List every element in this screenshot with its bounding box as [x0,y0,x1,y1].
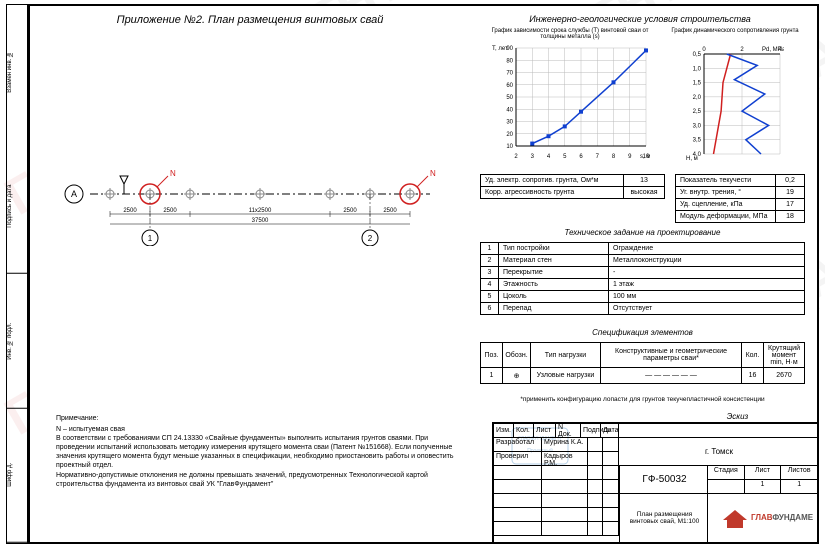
svg-text:2500: 2500 [123,208,137,214]
svg-text:5: 5 [563,154,567,160]
tb-h: Лист [534,424,556,437]
svg-text:3,5: 3,5 [693,138,702,144]
note-block: Примечание: N – испытуемая свая В соотве… [56,414,456,489]
chart-service-life: 2345678910102030405060708090s, ммТ, лет [490,42,650,162]
tb-h: Дата [601,424,619,437]
svg-text:2: 2 [514,154,518,160]
tz-title: Техническое задание на проектирование [480,228,805,237]
pile-plan: АNN2500250011x2500250025003750012 [60,166,440,236]
spec-table: Поз. Обозн. Тип нагрузки Конструктивные … [480,342,805,384]
tb-city: г. Томск [619,438,819,466]
svg-text:60: 60 [506,83,513,89]
title-left: Приложение №2. План размещения винтовых … [50,14,450,26]
lmargin-cell: Взамен инв. № [7,5,27,139]
tb-h: N Док. [556,424,581,437]
svg-text:H, м: H, м [686,156,698,162]
chart2-title: График динамического сопротивления грунт… [670,28,800,34]
svg-text:0: 0 [702,47,706,53]
tb-h: Изм. [494,424,514,437]
svg-text:11x2500: 11x2500 [249,208,272,214]
svg-text:N: N [170,169,176,178]
svg-text:1,0: 1,0 [693,66,702,72]
svg-text:2500: 2500 [383,208,397,214]
svg-text:2500: 2500 [343,208,357,214]
svg-text:9: 9 [628,154,632,160]
drawing-sheet: Приложение №2. План размещения винтовых … [28,4,819,544]
svg-text:3: 3 [531,154,535,160]
svg-text:1,5: 1,5 [693,81,702,87]
left-margin: Взамен инв. № Подпись и дата Инв. № подл… [6,4,28,544]
note-line: N – испытуемая свая [56,425,456,434]
tb-code: ГФ-50032 [619,466,709,494]
tb-desc: План размещения винтовых свай, М1:100 [619,494,709,542]
spec-title: Спецификация элементов [480,328,805,337]
svg-text:20: 20 [506,132,513,138]
svg-text:2500: 2500 [163,208,177,214]
lmargin-cell: Инв. № подл. [7,274,27,409]
svg-text:70: 70 [506,71,513,77]
svg-text:1: 1 [148,234,153,243]
tb-left-rows: РазработалМурина К.А.ПроверилКадыров Р.М… [494,438,619,536]
tb-sll-h: Стадия Лист Листов [707,466,817,480]
svg-text:8: 8 [612,154,616,160]
tb-h: Кол. [514,424,534,437]
soil-props-right: Показатель текучести0,2Уг. внутр. трения… [675,174,805,223]
tb-logo: ГЛАВФУНДАМЕНТ [707,494,817,542]
note-line: Нормативно-допустимые отклонения не долж… [56,471,456,489]
svg-text:Pd, МПа: Pd, МПа [762,47,784,53]
svg-text:ГЛАВФУНДАМЕНТ: ГЛАВФУНДАМЕНТ [751,513,813,522]
svg-text:2: 2 [740,47,744,53]
spec-note: *применить конфигурацию лопасти для грун… [480,396,805,403]
svg-text:3,0: 3,0 [693,123,702,129]
chart-resistance: 0240,51,01,52,02,53,03,54,0Pd, МПаH, м [684,42,784,162]
svg-text:А: А [71,189,77,199]
tb-sll-v: 1 1 [707,480,817,494]
lmargin-cell: Шифр д. [7,408,27,543]
tz-table: 1Тип постройкиОграждение2Материал стенМе… [480,242,805,315]
svg-text:4: 4 [547,154,551,160]
svg-text:30: 30 [506,120,513,126]
svg-text:40: 40 [506,107,513,113]
svg-text:50: 50 [506,95,513,101]
svg-text:Т, лет: Т, лет [492,46,508,52]
svg-text:s, мм: s, мм [640,154,650,160]
eskiz-title: Эскиз [670,412,805,421]
svg-text:2,0: 2,0 [693,95,702,101]
soil-props-left: Уд. электр. сопротив. грунта, Ом*м13Корр… [480,174,665,199]
lmargin-cell: Подпись и дата [7,139,27,274]
tb-h: Подпись [581,424,601,437]
svg-text:2: 2 [368,234,373,243]
svg-text:2,5: 2,5 [693,109,702,115]
svg-text:7: 7 [596,154,600,160]
svg-text:37500: 37500 [252,218,269,224]
svg-text:6: 6 [579,154,583,160]
note-header: Примечание: [56,414,456,423]
svg-text:10: 10 [506,144,513,150]
svg-text:80: 80 [506,58,513,64]
svg-text:0,5: 0,5 [693,52,702,58]
svg-text:N: N [430,169,436,178]
note-line: В соответствии с требованиями СП 24.1333… [56,434,456,470]
title-right: Инженерно-геологические условия строител… [480,14,800,24]
chart1-title: График зависимости срока службы (Т) винт… [480,28,660,40]
tb-header-row: Изм. Кол. Лист N Док. Подпись Дата [494,424,817,438]
title-block: Изм. Кол. Лист N Док. Подпись Дата г. То… [492,422,817,542]
